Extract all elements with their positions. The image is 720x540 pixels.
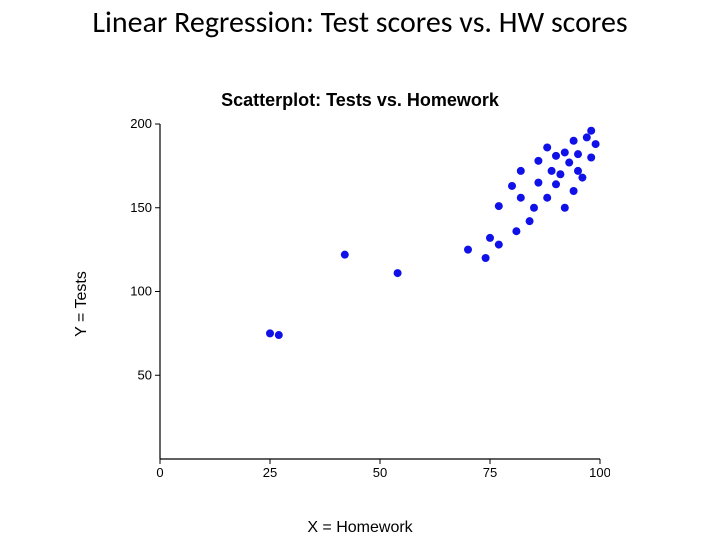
data-point [583,133,591,141]
data-point [275,331,283,339]
scatter-chart: Scatterplot: Tests vs. Homework Y = Test… [110,90,610,530]
data-point [464,246,472,254]
data-point [495,241,503,249]
data-point [574,150,582,158]
data-point [552,180,560,188]
y-tick-label: 200 [130,119,152,131]
data-point [561,148,569,156]
data-point [543,143,551,151]
data-point [534,179,542,187]
data-point [526,217,534,225]
y-axis-label: Y = Tests [73,271,91,337]
data-point [561,204,569,212]
scatter-svg: 0 25 50 75 100 50 100 150 200 [110,119,610,489]
x-tick-label: 0 [156,465,163,480]
chart-title: Scatterplot: Tests vs. Homework [110,90,610,111]
x-tick-label: 25 [263,465,277,480]
data-point [587,154,595,162]
data-point [578,174,586,182]
data-point [570,187,578,195]
data-point [592,140,600,148]
data-point [587,127,595,135]
slide-title: Linear Regression: Test scores vs. HW sc… [0,0,720,39]
x-tick-label: 50 [373,465,387,480]
data-point [552,152,560,160]
data-point [517,194,525,202]
data-point [556,170,564,178]
data-point [482,254,490,262]
x-tick-label: 100 [589,465,610,480]
data-point [341,251,349,259]
data-point [570,137,578,145]
slide: Linear Regression: Test scores vs. HW sc… [0,0,720,540]
y-tick-label: 100 [130,284,152,299]
data-point [512,227,520,235]
data-point [495,202,503,210]
data-point [508,182,516,190]
data-point [530,204,538,212]
plot-area: Y = Tests 025507510050100150200 X = Home… [110,119,610,489]
x-tick-label: 75 [483,465,497,480]
data-point [394,269,402,277]
data-point [486,234,494,242]
data-point [565,159,573,167]
y-tick-label: 50 [138,367,152,382]
data-point [543,194,551,202]
data-point [548,167,556,175]
data-point [266,329,274,337]
x-axis-label: X = Homework [307,519,412,537]
data-point [517,167,525,175]
y-tick-label: 150 [130,200,152,215]
data-point [574,167,582,175]
data-point [534,157,542,165]
